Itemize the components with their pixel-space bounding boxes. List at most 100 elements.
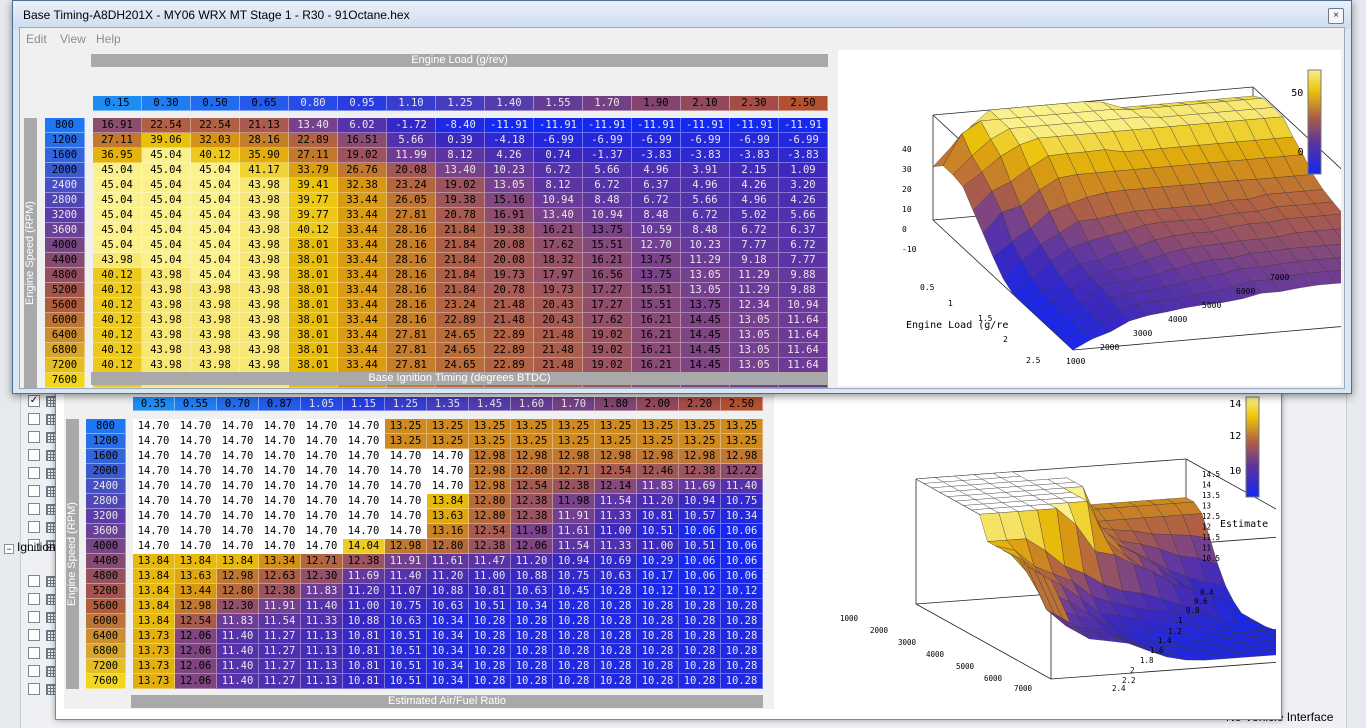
table-cell[interactable]: 14.70	[175, 449, 217, 464]
row-header-cell[interactable]: 4800	[86, 569, 126, 584]
table-cell[interactable]: 43.98	[191, 313, 240, 328]
table-cell[interactable]: 21.48	[485, 298, 534, 313]
table-cell[interactable]: 10.28	[511, 629, 553, 644]
table-cell[interactable]: 10.23	[681, 238, 730, 253]
table-cell[interactable]: 12.98	[595, 449, 637, 464]
table-cell[interactable]: 45.04	[142, 178, 191, 193]
table-cell[interactable]: 6.72	[632, 193, 681, 208]
table-cell[interactable]: 13.84	[133, 569, 175, 584]
table-cell[interactable]: 12.98	[175, 599, 217, 614]
table-cell[interactable]: 13.25	[721, 434, 763, 449]
tree-checkbox[interactable]: ✓	[28, 395, 40, 407]
table-cell[interactable]: 45.04	[142, 148, 191, 163]
table-cell[interactable]: 10.28	[511, 644, 553, 659]
table-cell[interactable]: 13.25	[511, 419, 553, 434]
table-cell[interactable]: 11.33	[301, 614, 343, 629]
table-cell[interactable]: 11.99	[387, 148, 436, 163]
table-cell[interactable]: 22.89	[289, 133, 338, 148]
table-cell[interactable]: 26.76	[338, 163, 387, 178]
table-cell[interactable]: 10.28	[637, 614, 679, 629]
table-cell[interactable]: 14.70	[343, 449, 385, 464]
table-cell[interactable]: -11.91	[681, 118, 730, 133]
table-cell[interactable]: -11.91	[730, 118, 779, 133]
timing-3d-chart[interactable]: 50 0 40 30 20 10 0 -10 0.5 1 1.5 2 2.5 1000 2000 3000 40…	[838, 50, 1366, 386]
row-header-cell[interactable]: 1200	[45, 133, 85, 148]
tree-checkbox[interactable]	[28, 431, 40, 443]
table-cell[interactable]: 43.98	[240, 343, 289, 358]
table-cell[interactable]: 45.04	[191, 253, 240, 268]
table-cell[interactable]: -1.72	[387, 118, 436, 133]
table-cell[interactable]: 17.27	[583, 298, 632, 313]
table-cell[interactable]: 38.01	[289, 253, 338, 268]
table-cell[interactable]: -11.91	[485, 118, 534, 133]
table-cell[interactable]: 14.70	[133, 509, 175, 524]
table-cell[interactable]: 13.25	[595, 419, 637, 434]
table-cell[interactable]: 16.56	[583, 268, 632, 283]
table-cell[interactable]: 20.43	[534, 313, 583, 328]
table-cell[interactable]: 26.05	[387, 193, 436, 208]
tree-checkbox[interactable]	[28, 665, 40, 677]
table-cell[interactable]: 15.51	[632, 298, 681, 313]
table-cell[interactable]: 14.70	[385, 449, 427, 464]
table-cell[interactable]: 10.34	[511, 599, 553, 614]
table-cell[interactable]: 0.39	[436, 133, 485, 148]
table-cell[interactable]: -11.91	[779, 118, 828, 133]
table-cell[interactable]: 45.04	[93, 193, 142, 208]
table-cell[interactable]: 21.48	[534, 343, 583, 358]
table-cell[interactable]: 11.40	[217, 644, 259, 659]
table-cell[interactable]: 14.70	[385, 464, 427, 479]
row-header-cell[interactable]: 6000	[45, 313, 85, 328]
table-cell[interactable]: 7.77	[730, 238, 779, 253]
table-cell[interactable]: 43.98	[191, 283, 240, 298]
table-cell[interactable]: 11.61	[427, 554, 469, 569]
table-cell[interactable]: 45.04	[142, 223, 191, 238]
table-cell[interactable]: 45.04	[142, 163, 191, 178]
row-header-cell[interactable]: 800	[45, 118, 85, 133]
row-header-cell[interactable]: 3600	[86, 524, 126, 539]
table-cell[interactable]: 33.44	[338, 268, 387, 283]
table-cell[interactable]: 12.38	[511, 494, 553, 509]
table-cell[interactable]: 19.02	[436, 178, 485, 193]
table-cell[interactable]: 12.98	[679, 449, 721, 464]
table-cell[interactable]: 10.94	[534, 193, 583, 208]
table-cell[interactable]: 10.28	[511, 659, 553, 674]
table-cell[interactable]: 14.70	[259, 539, 301, 554]
table-cell[interactable]: 14.70	[217, 464, 259, 479]
table-cell[interactable]: 15.16	[485, 193, 534, 208]
table-cell[interactable]: 18.32	[534, 253, 583, 268]
table-cell[interactable]: 11.83	[637, 479, 679, 494]
table-cell[interactable]: 33.44	[338, 343, 387, 358]
table-cell[interactable]: 10.94	[583, 208, 632, 223]
table-cell[interactable]: 11.64	[779, 358, 828, 373]
table-cell[interactable]: 28.16	[387, 313, 436, 328]
table-cell[interactable]: 13.75	[632, 253, 681, 268]
column-header-cell[interactable]: 0.95	[338, 96, 387, 111]
row-header-cell[interactable]: 1200	[86, 434, 126, 449]
table-cell[interactable]: 14.70	[217, 419, 259, 434]
table-cell[interactable]: 10.81	[343, 659, 385, 674]
table-cell[interactable]: -3.83	[779, 148, 828, 163]
table-cell[interactable]: 10.06	[721, 569, 763, 584]
table-cell[interactable]: 12.98	[469, 464, 511, 479]
table-cell[interactable]: 8.48	[681, 223, 730, 238]
table-cell[interactable]: 14.70	[343, 494, 385, 509]
table-cell[interactable]: 11.61	[553, 524, 595, 539]
table-cell[interactable]: 14.70	[133, 539, 175, 554]
table-cell[interactable]: 10.34	[427, 659, 469, 674]
table-cell[interactable]: 11.00	[343, 599, 385, 614]
table-cell[interactable]: 10.51	[637, 524, 679, 539]
table-cell[interactable]: 10.75	[553, 569, 595, 584]
table-cell[interactable]: 33.44	[338, 208, 387, 223]
table-cell[interactable]: 13.05	[730, 328, 779, 343]
table-cell[interactable]: 9.88	[779, 283, 828, 298]
table-cell[interactable]: 11.40	[217, 674, 259, 689]
table-cell[interactable]: 28.16	[387, 268, 436, 283]
table-cell[interactable]: -6.99	[632, 133, 681, 148]
table-cell[interactable]: 12.63	[259, 569, 301, 584]
table-cell[interactable]: 8.48	[632, 208, 681, 223]
table-cell[interactable]: 14.45	[681, 343, 730, 358]
table-cell[interactable]: 43.98	[240, 328, 289, 343]
table-cell[interactable]: 22.89	[485, 328, 534, 343]
table-cell[interactable]: 12.30	[217, 599, 259, 614]
table-cell[interactable]: 10.12	[637, 584, 679, 599]
